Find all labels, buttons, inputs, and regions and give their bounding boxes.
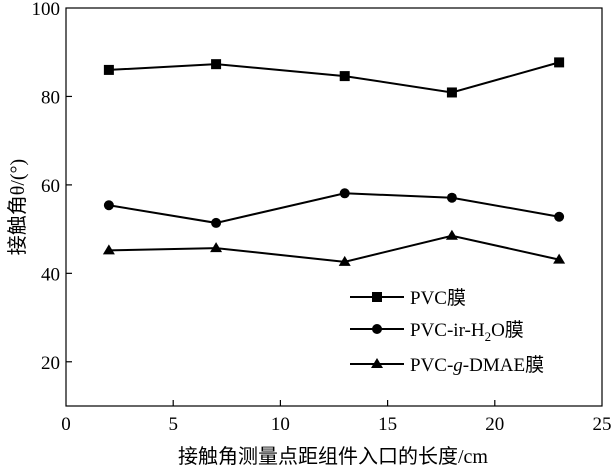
data-point-square (446, 87, 457, 98)
y-tick-label: 100 (32, 0, 61, 20)
data-point-circle (554, 211, 565, 222)
data-point-triangle (102, 244, 115, 255)
x-tick-label: 20 (485, 414, 504, 435)
y-axis-title: 接触角θ/(°) (6, 159, 29, 255)
series-line-square (108, 61, 560, 94)
data-point-triangle (338, 255, 351, 266)
data-point-circle (446, 192, 457, 203)
x-axis-ticks: 0 5 10 15 20 25 (61, 400, 612, 435)
y-tick-label: 80 (41, 87, 60, 108)
x-tick-label: 15 (378, 414, 397, 435)
series-layer (102, 57, 566, 266)
series-line-triangle (108, 234, 560, 263)
series-line-circle (108, 192, 560, 224)
legend-marker-triangle (371, 358, 383, 368)
data-point-circle (211, 217, 222, 228)
legend-marker-square (372, 292, 382, 302)
data-point-circle (103, 200, 114, 211)
y-tick-label: 40 (41, 264, 60, 285)
y-tick-label: 20 (41, 353, 60, 374)
x-axis-title: 接触角测量点距组件入口的长度/cm (178, 445, 488, 468)
data-point-triangle (445, 229, 458, 240)
y-tick-label: 60 (41, 176, 60, 197)
data-point-square (339, 71, 350, 82)
legend-label-pvc-g-dmae: PVC-g-DMAE膜 (410, 354, 544, 376)
x-tick-label: 25 (593, 414, 612, 435)
x-tick-label: 0 (61, 414, 71, 435)
y-axis-ticks: 20 40 60 80 100 (32, 0, 72, 374)
legend-label-pvc: PVC膜 (410, 287, 466, 309)
legend-marker-circle (372, 324, 382, 334)
data-point-triangle (210, 242, 223, 253)
legend: PVC膜 PVC-ir-H2O膜 PVC-g-DMAE膜 (350, 287, 544, 376)
data-point-square (554, 57, 565, 68)
x-tick-label: 10 (271, 414, 290, 435)
data-point-triangle (553, 253, 566, 264)
data-point-square (211, 59, 222, 70)
data-point-square (103, 64, 114, 75)
plot-frame (65, 7, 603, 407)
data-point-circle (339, 188, 350, 199)
legend-label-pvc-ir-h2o: PVC-ir-H2O膜 (410, 319, 524, 344)
x-tick-label: 5 (168, 414, 178, 435)
